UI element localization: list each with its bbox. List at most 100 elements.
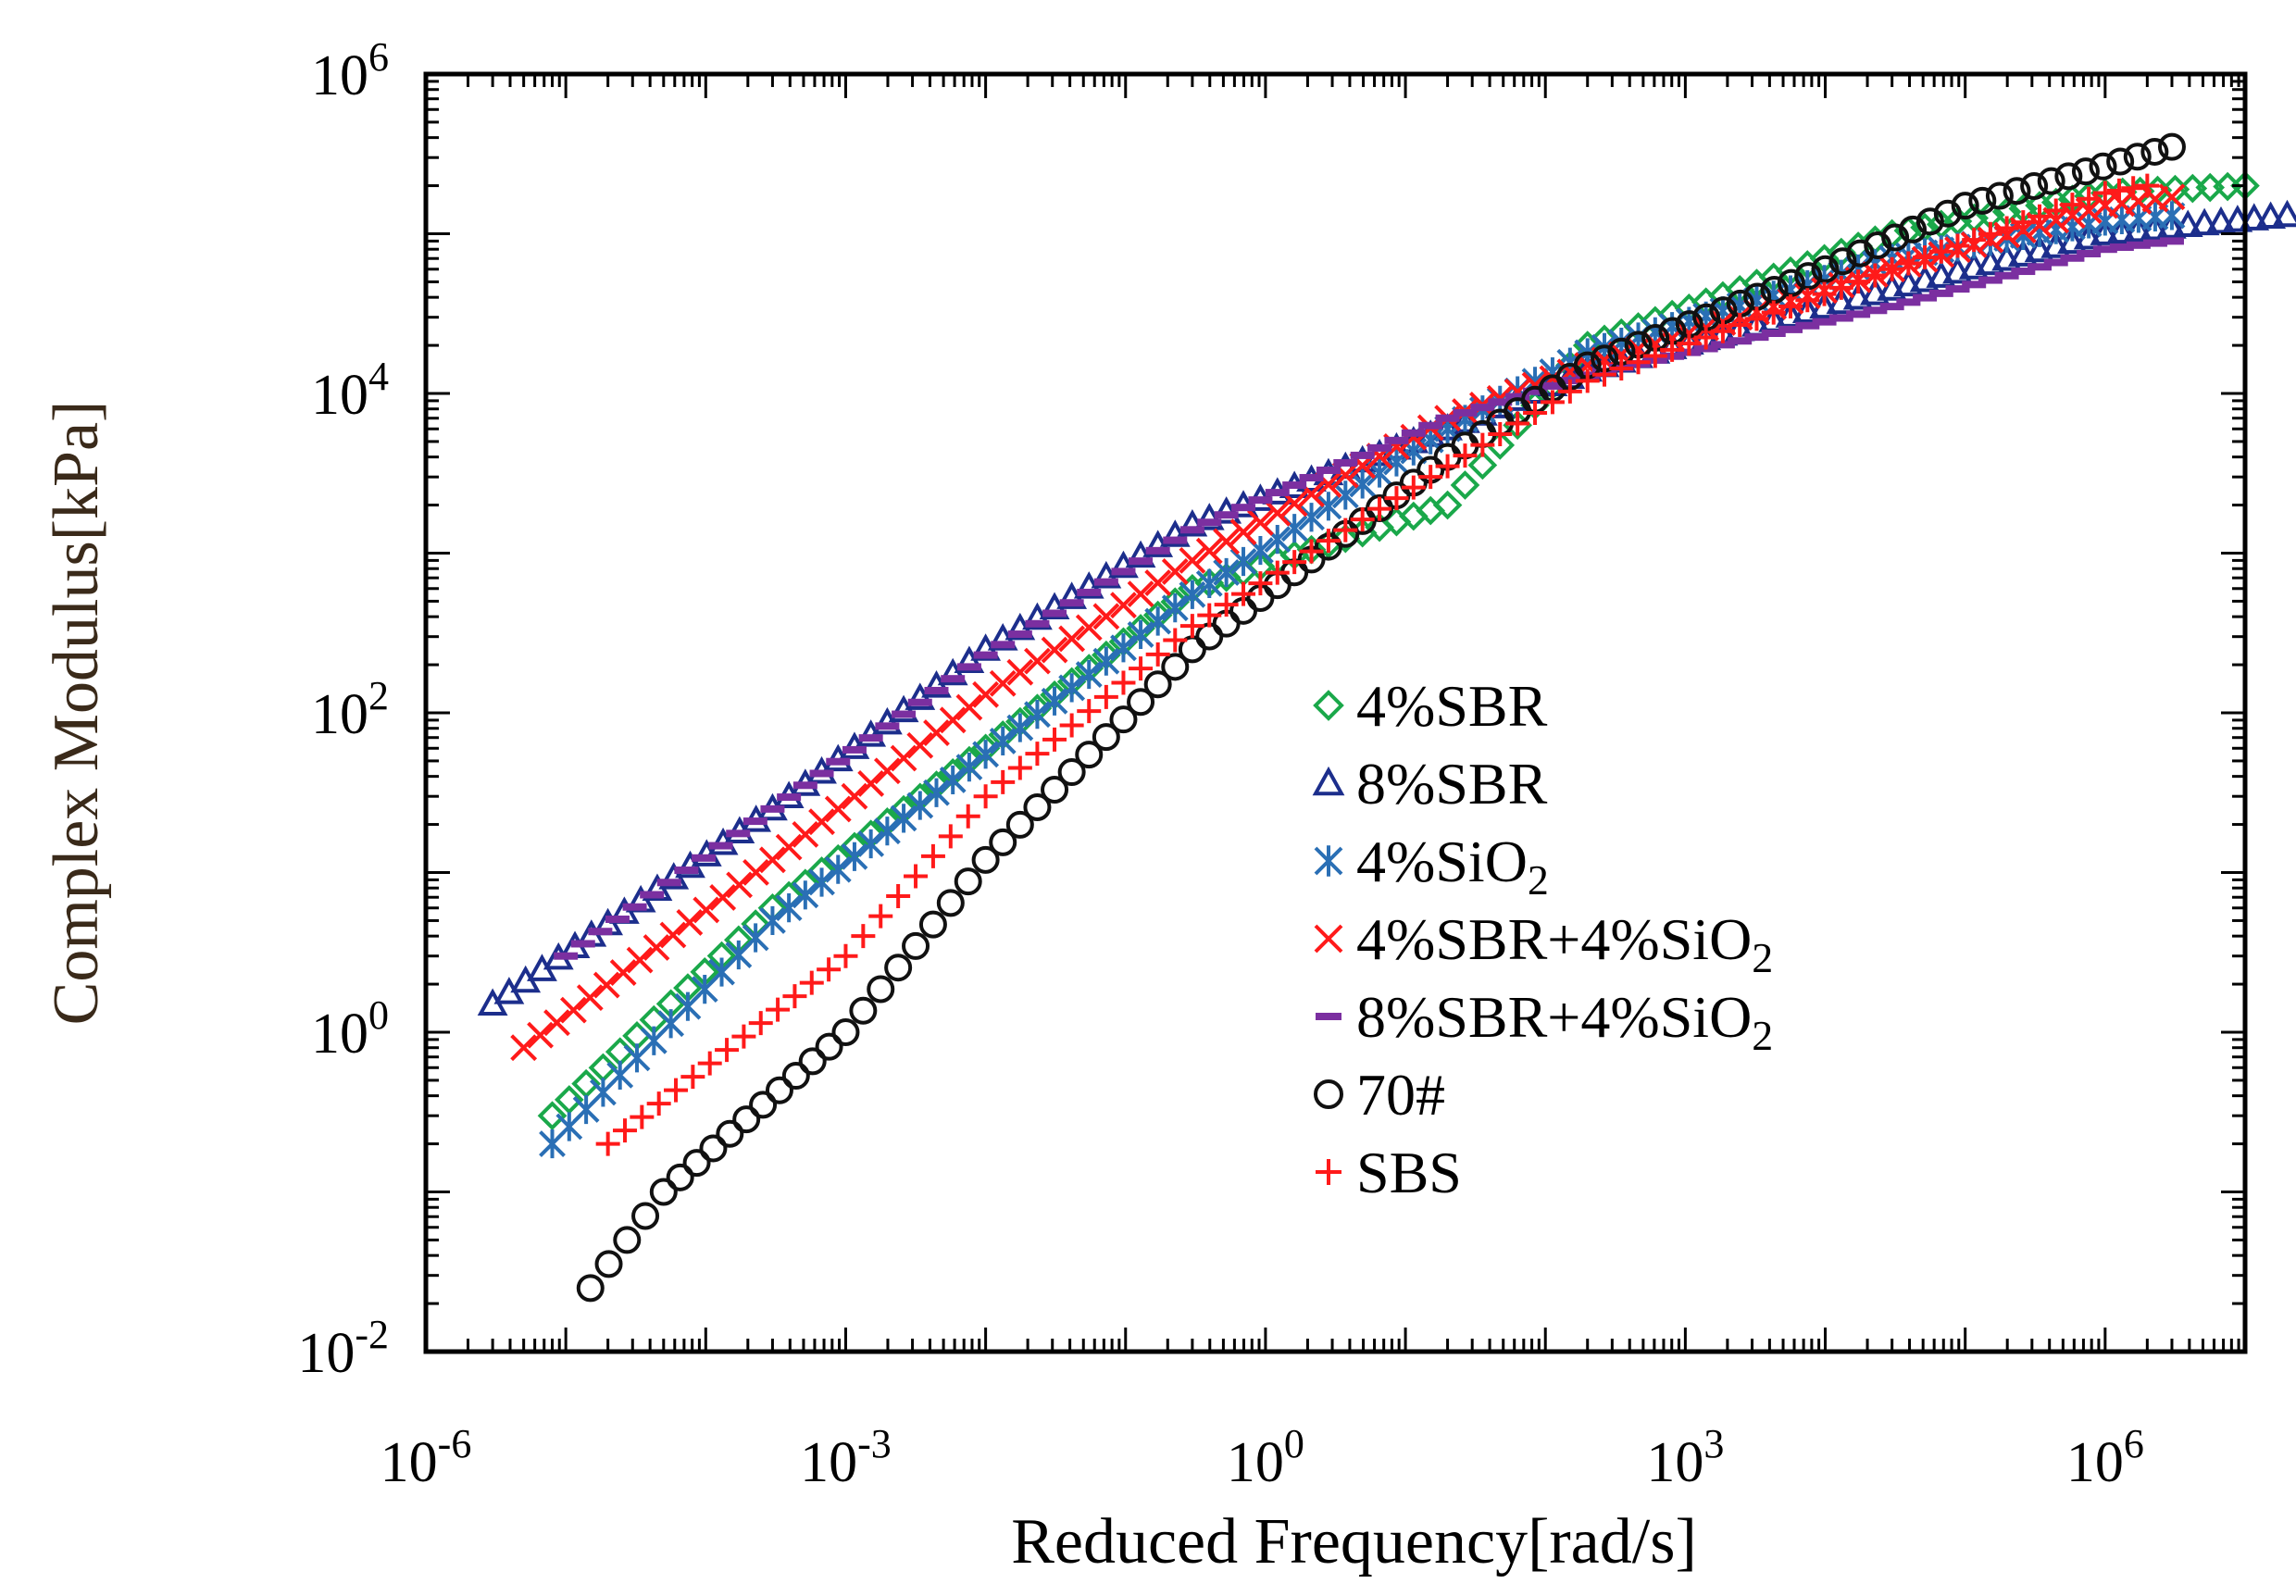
- data-point: [2092, 245, 2117, 254]
- data-point: [760, 804, 785, 813]
- data-point: [1248, 571, 1273, 596]
- y-tick-label: 100: [311, 992, 389, 1066]
- data-point: [1879, 303, 1904, 311]
- data-point: [709, 884, 737, 911]
- data-point: [2077, 186, 2102, 211]
- data-point: [1041, 636, 1068, 664]
- data-point: [1006, 713, 1034, 742]
- data-point: [1298, 503, 1325, 532]
- data-point: [1197, 518, 1222, 527]
- data-point: [1592, 362, 1617, 387]
- data-point: [715, 1038, 740, 1063]
- data-point: [659, 921, 687, 949]
- data-point: [904, 864, 929, 889]
- data-point: [646, 1091, 671, 1116]
- data-point: [1144, 569, 1172, 596]
- data-point: [1163, 536, 1188, 544]
- data-point: [1435, 454, 1460, 479]
- data-point: [1282, 550, 1307, 575]
- data-point: [537, 1101, 568, 1131]
- data-point: [2272, 199, 2296, 228]
- data-point: [766, 997, 791, 1022]
- data-point: [570, 940, 595, 948]
- data-point: [1024, 647, 1051, 675]
- data-point: [1110, 592, 1137, 619]
- data-point: [1179, 580, 1206, 609]
- data-point: [1913, 245, 1938, 270]
- data-point: [605, 915, 630, 923]
- data-point: [1812, 281, 1837, 306]
- data-point: [1042, 609, 1067, 617]
- data-point: [1127, 580, 1154, 608]
- data-point: [1435, 414, 1460, 422]
- data-point: [939, 706, 967, 734]
- data-point: [808, 867, 835, 897]
- data-point: [1143, 670, 1172, 699]
- data-point: [1846, 239, 1875, 268]
- data-point: [2089, 152, 2117, 181]
- data-point: [1075, 741, 1104, 769]
- data-point: [1453, 443, 1478, 468]
- data-point: [1401, 429, 1426, 437]
- data-point: [824, 795, 852, 823]
- data-point: [1282, 481, 1307, 490]
- legend-label: 70#: [1356, 1062, 1445, 1128]
- data-point: [1863, 263, 1888, 288]
- data-point: [1728, 337, 1753, 345]
- data-point: [890, 744, 917, 772]
- data-point: [1127, 619, 1154, 650]
- data-point: [1331, 480, 1359, 510]
- data-point: [1710, 341, 1735, 349]
- data-point: [2107, 178, 2132, 203]
- legend-marker: [1314, 1079, 1343, 1109]
- data-point: [595, 1131, 620, 1156]
- data-point: [1418, 421, 1443, 430]
- data-point: [1846, 269, 1871, 294]
- data-point: [692, 854, 717, 862]
- data-point: [1978, 221, 2003, 246]
- data-point: [1881, 223, 1910, 252]
- data-point: [775, 833, 803, 861]
- data-point: [759, 846, 786, 874]
- data-point: [527, 1021, 554, 1049]
- y-axis-title: Complex Modulus[kPa]: [41, 401, 112, 1026]
- data-point: [955, 693, 983, 721]
- data-point: [782, 984, 807, 1009]
- x-tick-label: 103: [1646, 1421, 1724, 1494]
- data-point: [1557, 379, 1582, 404]
- data-point: [1432, 490, 1463, 520]
- data-point: [593, 971, 620, 999]
- data-point: [938, 824, 963, 849]
- data-point: [1744, 306, 1769, 331]
- data-point: [2239, 203, 2270, 231]
- data-point: [1609, 355, 1634, 380]
- data-point: [1795, 288, 1820, 313]
- data-point: [1540, 390, 1565, 415]
- data-point: [1333, 517, 1358, 542]
- data-point: [1129, 656, 1154, 681]
- data-point: [674, 867, 699, 875]
- data-point: [808, 808, 835, 836]
- data-point: [851, 924, 876, 949]
- data-point: [732, 1105, 761, 1134]
- data-point: [1058, 673, 1086, 703]
- data-point: [1828, 275, 1853, 300]
- data-point: [858, 734, 883, 742]
- data-point: [640, 891, 665, 899]
- data-point: [799, 970, 824, 995]
- data-point: [1007, 755, 1032, 780]
- data-point: [1197, 603, 1222, 628]
- data-point: [1075, 614, 1103, 642]
- data-point: [1264, 499, 1292, 527]
- data-point: [682, 1149, 711, 1178]
- data-point: [956, 663, 981, 671]
- y-tick-label: 102: [311, 673, 389, 746]
- data-point: [2054, 162, 2083, 191]
- data-point: [1761, 330, 1786, 338]
- data-point: [1795, 321, 1820, 330]
- data-point: [884, 954, 913, 982]
- data-point: [1214, 592, 1239, 617]
- data-point: [798, 1047, 827, 1076]
- data-point: [2011, 210, 2036, 235]
- data-point: [890, 804, 917, 833]
